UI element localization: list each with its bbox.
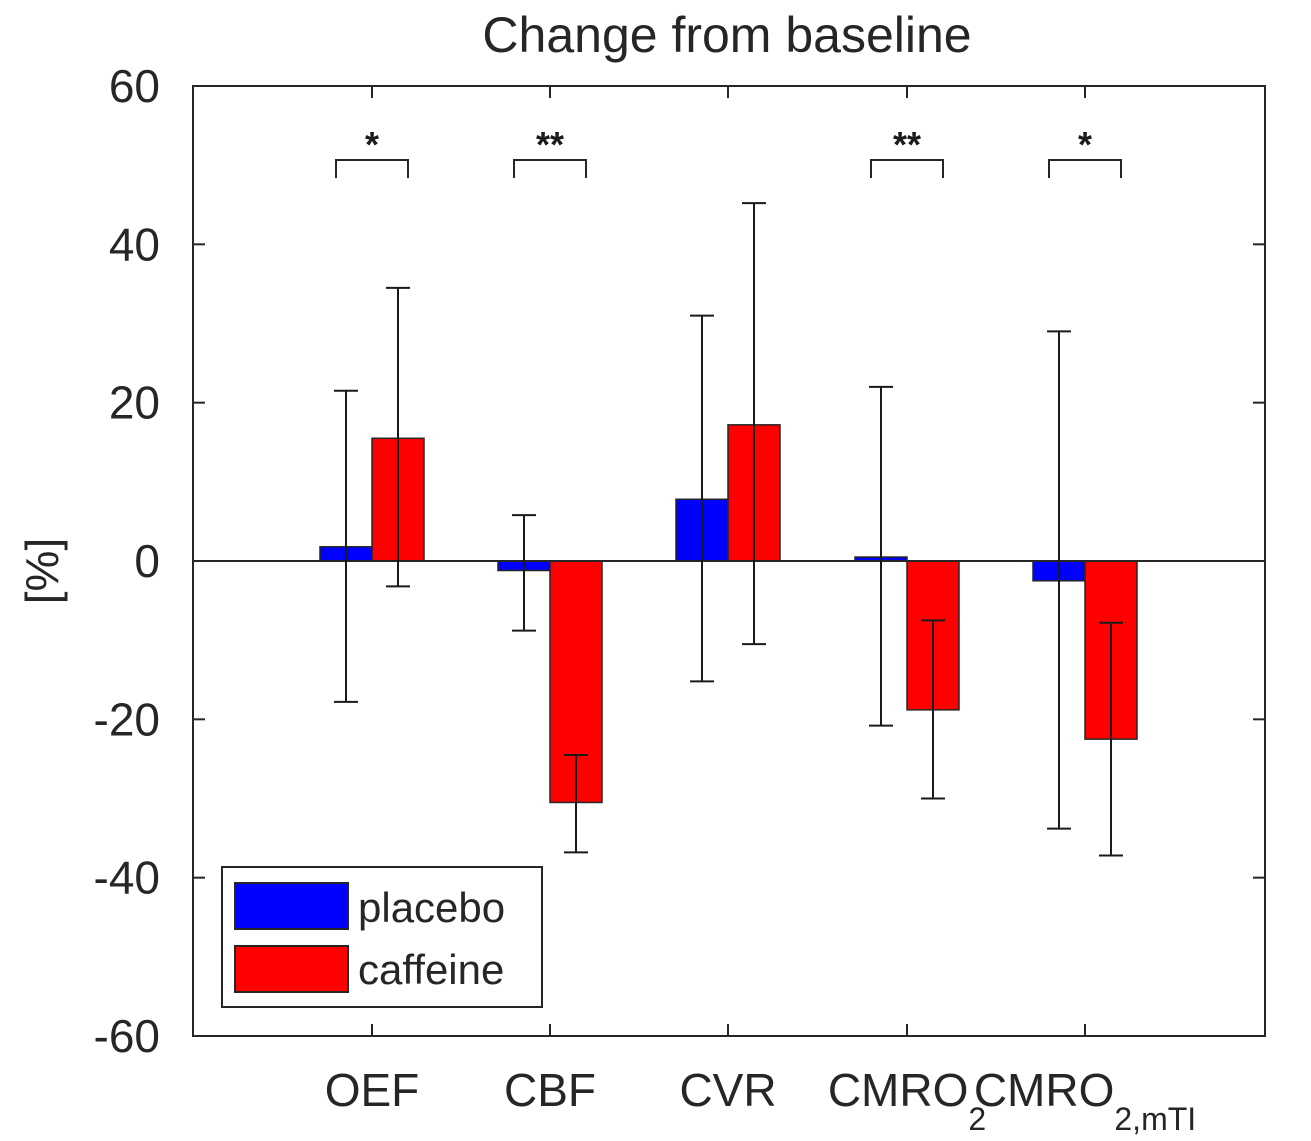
legend: placebo caffeine <box>221 866 543 1008</box>
significance-label: ** <box>536 124 564 165</box>
legend-swatch-placebo <box>234 882 349 930</box>
x-tick-label: OEF <box>325 1064 420 1116</box>
significance-bracket <box>513 159 587 178</box>
y-tick-label: 40 <box>109 218 160 270</box>
x-tick-label-main: CMRO <box>974 1064 1115 1116</box>
x-tick-label-main: CVR <box>679 1064 776 1116</box>
significance-bracket <box>335 159 409 178</box>
x-tick-label-subscript: 2,mTI <box>1114 1101 1196 1137</box>
x-tick-label: CBF <box>504 1064 596 1116</box>
y-tick-label: -20 <box>94 693 160 745</box>
significance-markers: * ** ** * <box>335 124 1122 178</box>
y-axis: -60 -40 -20 0 20 40 60 <box>94 60 1265 1062</box>
x-tick-label-main: CBF <box>504 1064 596 1116</box>
legend-swatch-caffeine <box>234 945 349 993</box>
y-tick-label: -40 <box>94 852 160 904</box>
x-tick-label: CMRO2,mTI <box>974 1064 1196 1137</box>
significance-bracket <box>1048 159 1122 178</box>
chart-title: Change from baseline <box>482 7 971 63</box>
x-tick-label-subscript: 2 <box>968 1101 986 1137</box>
significance-label: * <box>1078 124 1092 165</box>
y-tick-label: 20 <box>109 377 160 429</box>
y-axis-label: [%] <box>16 538 68 604</box>
legend-label-caffeine: caffeine <box>358 946 504 993</box>
y-tick-label: 60 <box>109 60 160 112</box>
error-bars <box>334 202 1123 857</box>
legend-label-placebo: placebo <box>358 884 505 931</box>
y-tick-label: -60 <box>94 1010 160 1062</box>
x-tick-label-main: OEF <box>325 1064 420 1116</box>
x-tick-label: CMRO2 <box>828 1064 986 1137</box>
y-tick-label: 0 <box>134 535 160 587</box>
significance-label: * <box>365 124 379 165</box>
significance-bracket <box>870 159 944 178</box>
x-tick-label: CVR <box>679 1064 776 1116</box>
x-tick-label-main: CMRO <box>828 1064 969 1116</box>
significance-label: ** <box>893 124 921 165</box>
